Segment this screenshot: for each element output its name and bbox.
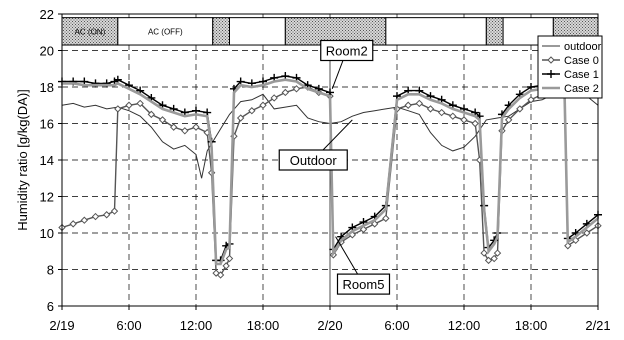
x-tick-label: 6:00 [384, 318, 409, 333]
case0-point [480, 249, 488, 257]
annotation-label: Room5 [343, 277, 385, 292]
y-tick-label: 16 [40, 117, 54, 132]
annotation-box [336, 273, 391, 295]
legend-label: Case 0 [564, 55, 599, 67]
ac-off-segment [229, 17, 286, 46]
x-tick-label: 18:00 [515, 318, 548, 333]
y-tick-label: 22 [40, 7, 54, 22]
y-tick-label: 12 [40, 190, 54, 205]
axes: 6 8 10 12 14 16 18 20 22 2/19 6:00 12:00 18:00 2/20 6:… [15, 7, 611, 333]
ac-segment-label: AC (ON) [75, 27, 106, 36]
x-tick-label: 12:00 [180, 318, 213, 333]
case0-point [80, 216, 89, 224]
x-tick-label: 2/19 [49, 318, 74, 333]
case0-point [270, 94, 278, 102]
case0-point [415, 99, 424, 108]
case0-point [192, 123, 200, 131]
case0-point [564, 242, 572, 250]
case0-point [114, 105, 122, 113]
annotation-box [320, 39, 374, 62]
case0-point [225, 254, 234, 263]
case0-point [181, 127, 189, 135]
case0-point [248, 107, 256, 115]
case0-point [437, 108, 446, 117]
case0-point [527, 96, 535, 104]
ac-on-segment [485, 17, 504, 46]
case0-point [583, 229, 591, 237]
y-tick-label: 6 [47, 299, 54, 314]
case0-point [102, 211, 111, 219]
series-line-outdoor [61, 86, 599, 179]
case0-point [490, 254, 498, 263]
ac-on-segment [61, 17, 119, 46]
case0-point [216, 271, 225, 279]
case0-point [471, 119, 479, 128]
x-tick-label: 2/21 [585, 318, 610, 333]
case0-point [504, 116, 513, 124]
series-outdoor [61, 86, 599, 179]
legend: outdoor Case 0 Case 1 Case 2 [537, 35, 603, 99]
series-case-2 [62, 78, 599, 266]
x-tick-label: 12:00 [448, 318, 481, 333]
series-case-0 [58, 83, 602, 279]
legend-label: outdoor [564, 41, 602, 53]
case0-point [281, 88, 290, 97]
annotation-label: Room2 [326, 44, 368, 59]
y-axis-label: Humidity ratio [g/kg(DA)] [15, 89, 30, 231]
legend-label: Case 2 [564, 83, 599, 95]
case0-point [426, 105, 435, 113]
case0-point [292, 85, 301, 93]
x-tick-label: 2/20 [317, 318, 342, 333]
y-tick-label: 14 [40, 153, 54, 168]
case0-point [547, 56, 555, 64]
case0-point [125, 101, 133, 109]
y-tick-label: 10 [40, 226, 54, 241]
case0-point [91, 212, 100, 221]
case0-point [222, 262, 230, 270]
case0-point [136, 99, 144, 108]
case0-point [259, 101, 267, 109]
case0-point [147, 110, 156, 119]
x-tick-label: 6:00 [116, 318, 141, 333]
y-tick-label: 20 [40, 44, 54, 59]
annotation-box [278, 149, 348, 171]
case0-point [449, 112, 457, 120]
annotations: Room2 Outdoor Room5 [278, 39, 391, 295]
case0-point [516, 105, 524, 113]
case0-point [69, 220, 77, 228]
ac-segment-label: AC (OFF) [148, 27, 183, 36]
series-line-case-2 [62, 78, 599, 266]
annotation-label: Outdoor [290, 153, 338, 168]
ac-on-segment [212, 17, 230, 46]
x-tick-label: 18:00 [247, 318, 280, 333]
case0-point [158, 116, 167, 124]
case0-point [382, 214, 390, 223]
case0-point [484, 256, 493, 265]
legend-label: Case 1 [564, 69, 599, 81]
case0-point [404, 101, 412, 109]
case0-point [460, 116, 468, 124]
ac-off-segment [117, 17, 214, 46]
case0-point [236, 114, 245, 122]
case1-point [547, 70, 555, 78]
case0-point [493, 249, 502, 257]
ac-off-segment [385, 17, 487, 46]
case0-point [110, 207, 119, 215]
y-tick-label: 8 [47, 263, 54, 278]
case0-point [169, 123, 178, 131]
y-tick-label: 18 [40, 80, 54, 95]
series-layer [58, 72, 602, 279]
